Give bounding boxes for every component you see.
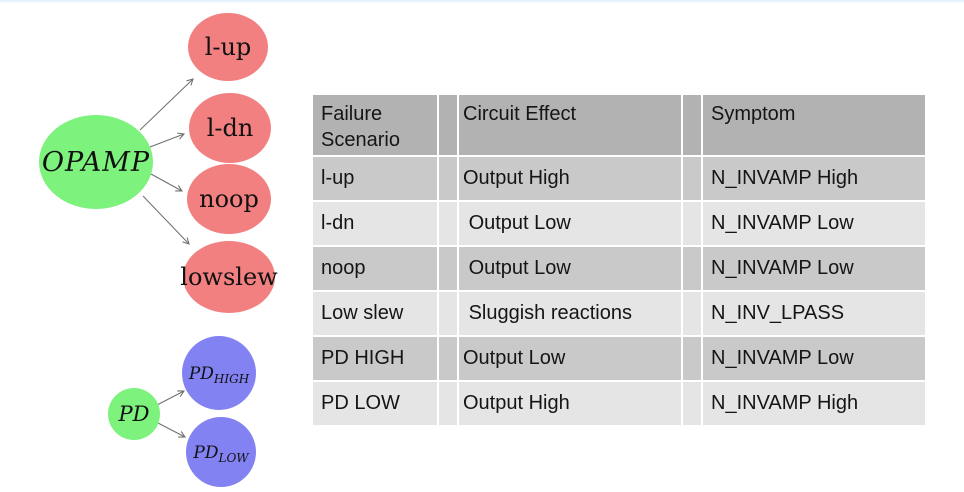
node-noop: noop — [187, 164, 271, 234]
node-l-dn: l-dn — [189, 93, 271, 163]
edge-opamp-noop — [150, 173, 183, 192]
l-dn-label: l-dn — [207, 114, 254, 142]
edge-opamp-ldn — [149, 132, 186, 148]
node-lowslew: lowslew — [180, 241, 278, 313]
pd-edges — [156, 390, 186, 438]
spacer-cell — [683, 292, 701, 335]
spacer-cell — [439, 202, 457, 245]
pd-low-circle — [186, 417, 256, 487]
cell-effect: Output Low — [459, 247, 681, 290]
node-pd-low: PDLOW — [186, 417, 256, 487]
pd-circle — [108, 388, 160, 440]
l-up-label: l-up — [205, 33, 252, 61]
edge-opamp-lup — [139, 78, 194, 131]
edge-pd-pdlow — [157, 422, 186, 438]
cell-symptom: N_INVAMP Low — [703, 202, 925, 245]
col-header-circuit-effect: Circuit Effect — [459, 95, 681, 155]
lowslew-label: lowslew — [180, 263, 278, 291]
node-pd-high: PDHIGH — [182, 336, 256, 410]
cell-scenario: PD LOW — [313, 382, 437, 425]
node-opamp: OPAMP — [39, 115, 153, 209]
spacer-cell — [439, 337, 457, 380]
cell-scenario: l-up — [313, 157, 437, 200]
l-dn-ellipse — [189, 93, 271, 163]
cell-scenario: PD HIGH — [313, 337, 437, 380]
cell-effect: Output High — [459, 157, 681, 200]
pd-label: PD — [118, 402, 150, 426]
spacer-cell — [683, 247, 701, 290]
noop-label: noop — [199, 185, 259, 213]
cell-effect: Output High — [459, 382, 681, 425]
pd-high-base: PD — [188, 364, 214, 384]
spacer-cell — [683, 202, 701, 245]
fault-tree-diagram: OPAMP l-up l-dn noop lowslew PD PDHIGH — [39, 13, 278, 487]
pd-low-subscript: LOW — [217, 451, 250, 465]
noop-ellipse — [187, 164, 271, 234]
cell-effect: Output Low — [459, 202, 681, 245]
cell-symptom: N_INVAMP High — [703, 157, 925, 200]
col-header-failure-scenario: Failure Scenario — [313, 95, 437, 155]
l-up-ellipse — [188, 13, 268, 81]
opamp-label: OPAMP — [42, 147, 150, 178]
pd-high-subscript: HIGH — [213, 372, 250, 386]
spacer-cell — [439, 247, 457, 290]
failure-table: Failure Scenario Circuit Effect Symptom … — [313, 95, 925, 425]
edge-opamp-lowslew — [142, 195, 190, 245]
opamp-ellipse — [39, 115, 153, 209]
cell-effect: Sluggish reactions — [459, 292, 681, 335]
opamp-edges — [139, 78, 194, 245]
node-l-up: l-up — [188, 13, 268, 81]
cell-symptom: N_INV_LPASS — [703, 292, 925, 335]
top-edge-highlight — [0, 0, 964, 3]
spacer-cell — [439, 157, 457, 200]
spacer-cell — [439, 382, 457, 425]
lowslew-ellipse — [183, 241, 275, 313]
pd-high-label: PDHIGH — [188, 364, 250, 386]
pd-low-label: PDLOW — [192, 443, 250, 465]
edge-pd-pdhigh — [156, 390, 185, 406]
header-spacer-cell — [439, 95, 457, 155]
cell-effect: Output Low — [459, 337, 681, 380]
spacer-cell — [683, 337, 701, 380]
header-spacer-cell — [683, 95, 701, 155]
pd-low-base: PD — [192, 443, 218, 463]
node-pd: PD — [108, 388, 160, 440]
spacer-cell — [439, 292, 457, 335]
cell-symptom: N_INVAMP Low — [703, 247, 925, 290]
cell-scenario: Low slew — [313, 292, 437, 335]
spacer-cell — [683, 157, 701, 200]
cell-symptom: N_INVAMP High — [703, 382, 925, 425]
spacer-cell — [683, 382, 701, 425]
pd-high-circle — [182, 336, 256, 410]
col-header-symptom: Symptom — [703, 95, 925, 155]
cell-symptom: N_INVAMP Low — [703, 337, 925, 380]
cell-scenario: l-dn — [313, 202, 437, 245]
cell-scenario: noop — [313, 247, 437, 290]
